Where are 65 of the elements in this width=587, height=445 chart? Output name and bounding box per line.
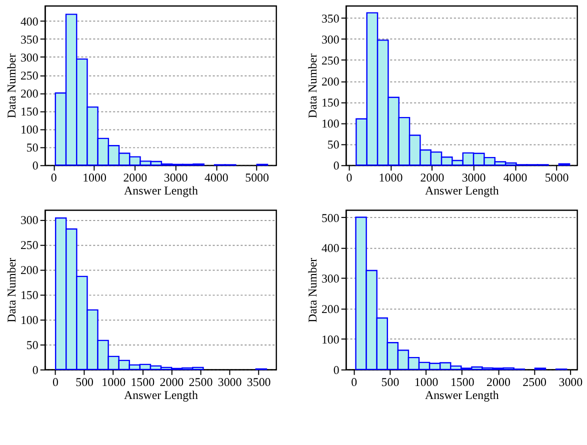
y-tick-label: 50 — [26, 338, 38, 352]
x-tick-label: 4000 — [503, 170, 528, 185]
x-tick-label: 0 — [346, 170, 352, 185]
y-tick-label: 150 — [20, 104, 38, 118]
x-tick-label: 0 — [50, 170, 57, 185]
y-axis-title: Data Number — [4, 54, 18, 118]
x-tick-label: 1500 — [450, 374, 474, 389]
y-tick-label: 50 — [26, 140, 38, 155]
y-tick-label: 400 — [321, 241, 340, 256]
x-tick-label: 4000 — [204, 170, 228, 185]
y-tick-label: 150 — [321, 96, 340, 110]
x-axis-title: Answer Length — [124, 184, 198, 198]
x-tick-label: 2500 — [522, 374, 547, 389]
y-axis-title: Data Number — [305, 54, 320, 118]
y-tick-label: 250 — [20, 238, 38, 252]
y-tick-label: 200 — [20, 86, 38, 100]
x-tick-label: 5000 — [245, 170, 270, 185]
x-tick-label: 2000 — [123, 170, 148, 185]
y-tick-label: 200 — [20, 262, 38, 277]
y-tick-label: 0 — [32, 362, 38, 377]
y-tick-label: 300 — [20, 50, 38, 64]
y-tick-label: 100 — [20, 312, 38, 327]
y-tick-label: 200 — [321, 74, 340, 88]
y-tick-label: 0 — [32, 158, 38, 173]
x-tick-label: 500 — [76, 374, 94, 389]
x-tick-label: 2000 — [486, 374, 510, 389]
x-tick-label: 2500 — [188, 374, 213, 389]
y-tick-label: 50 — [327, 138, 340, 152]
x-axis-title: Answer Length — [424, 184, 499, 198]
y-tick-label: 250 — [20, 68, 38, 82]
y-tick-label: 100 — [321, 116, 340, 131]
y-tick-label: 150 — [20, 288, 38, 302]
x-tick-label: 2000 — [420, 170, 444, 185]
x-tick-label: 2000 — [160, 374, 184, 389]
y-axis-title: Data Number — [305, 258, 320, 323]
y-tick-label: 350 — [321, 11, 340, 26]
x-tick-label: 3000 — [558, 374, 583, 389]
y-tick-label: 400 — [20, 14, 38, 28]
x-axis-title: Answer Length — [424, 388, 499, 402]
y-tick-label: 300 — [321, 272, 340, 286]
x-tick-label: 1000 — [414, 374, 438, 389]
y-tick-label: 100 — [20, 122, 38, 137]
y-tick-label: 300 — [20, 212, 38, 227]
x-axis-title: Answer Length — [124, 388, 198, 402]
y-tick-label: 500 — [321, 210, 340, 225]
x-tick-label: 3500 — [246, 374, 271, 389]
x-tick-label: 1000 — [378, 170, 403, 185]
y-tick-label: 200 — [321, 302, 340, 316]
x-tick-label: 3000 — [218, 374, 242, 389]
x-tick-label: 5000 — [544, 170, 569, 185]
x-tick-label: 500 — [381, 374, 400, 389]
x-tick-label: 3000 — [164, 170, 188, 185]
x-tick-label: 1000 — [82, 170, 106, 185]
x-tick-label: 3000 — [462, 170, 486, 185]
x-tick-label: 0 — [52, 374, 59, 389]
y-tick-label: 100 — [321, 332, 340, 346]
y-tick-label: 0 — [333, 362, 340, 377]
y-tick-label: 0 — [333, 158, 340, 173]
x-tick-label: 1500 — [130, 374, 155, 389]
y-axis-title: Data Number — [4, 258, 18, 323]
y-tick-label: 350 — [20, 32, 38, 46]
y-tick-label: 300 — [321, 32, 340, 46]
x-tick-label: 1000 — [102, 374, 126, 389]
x-tick-label: 0 — [351, 374, 358, 389]
y-tick-label: 250 — [321, 53, 340, 68]
